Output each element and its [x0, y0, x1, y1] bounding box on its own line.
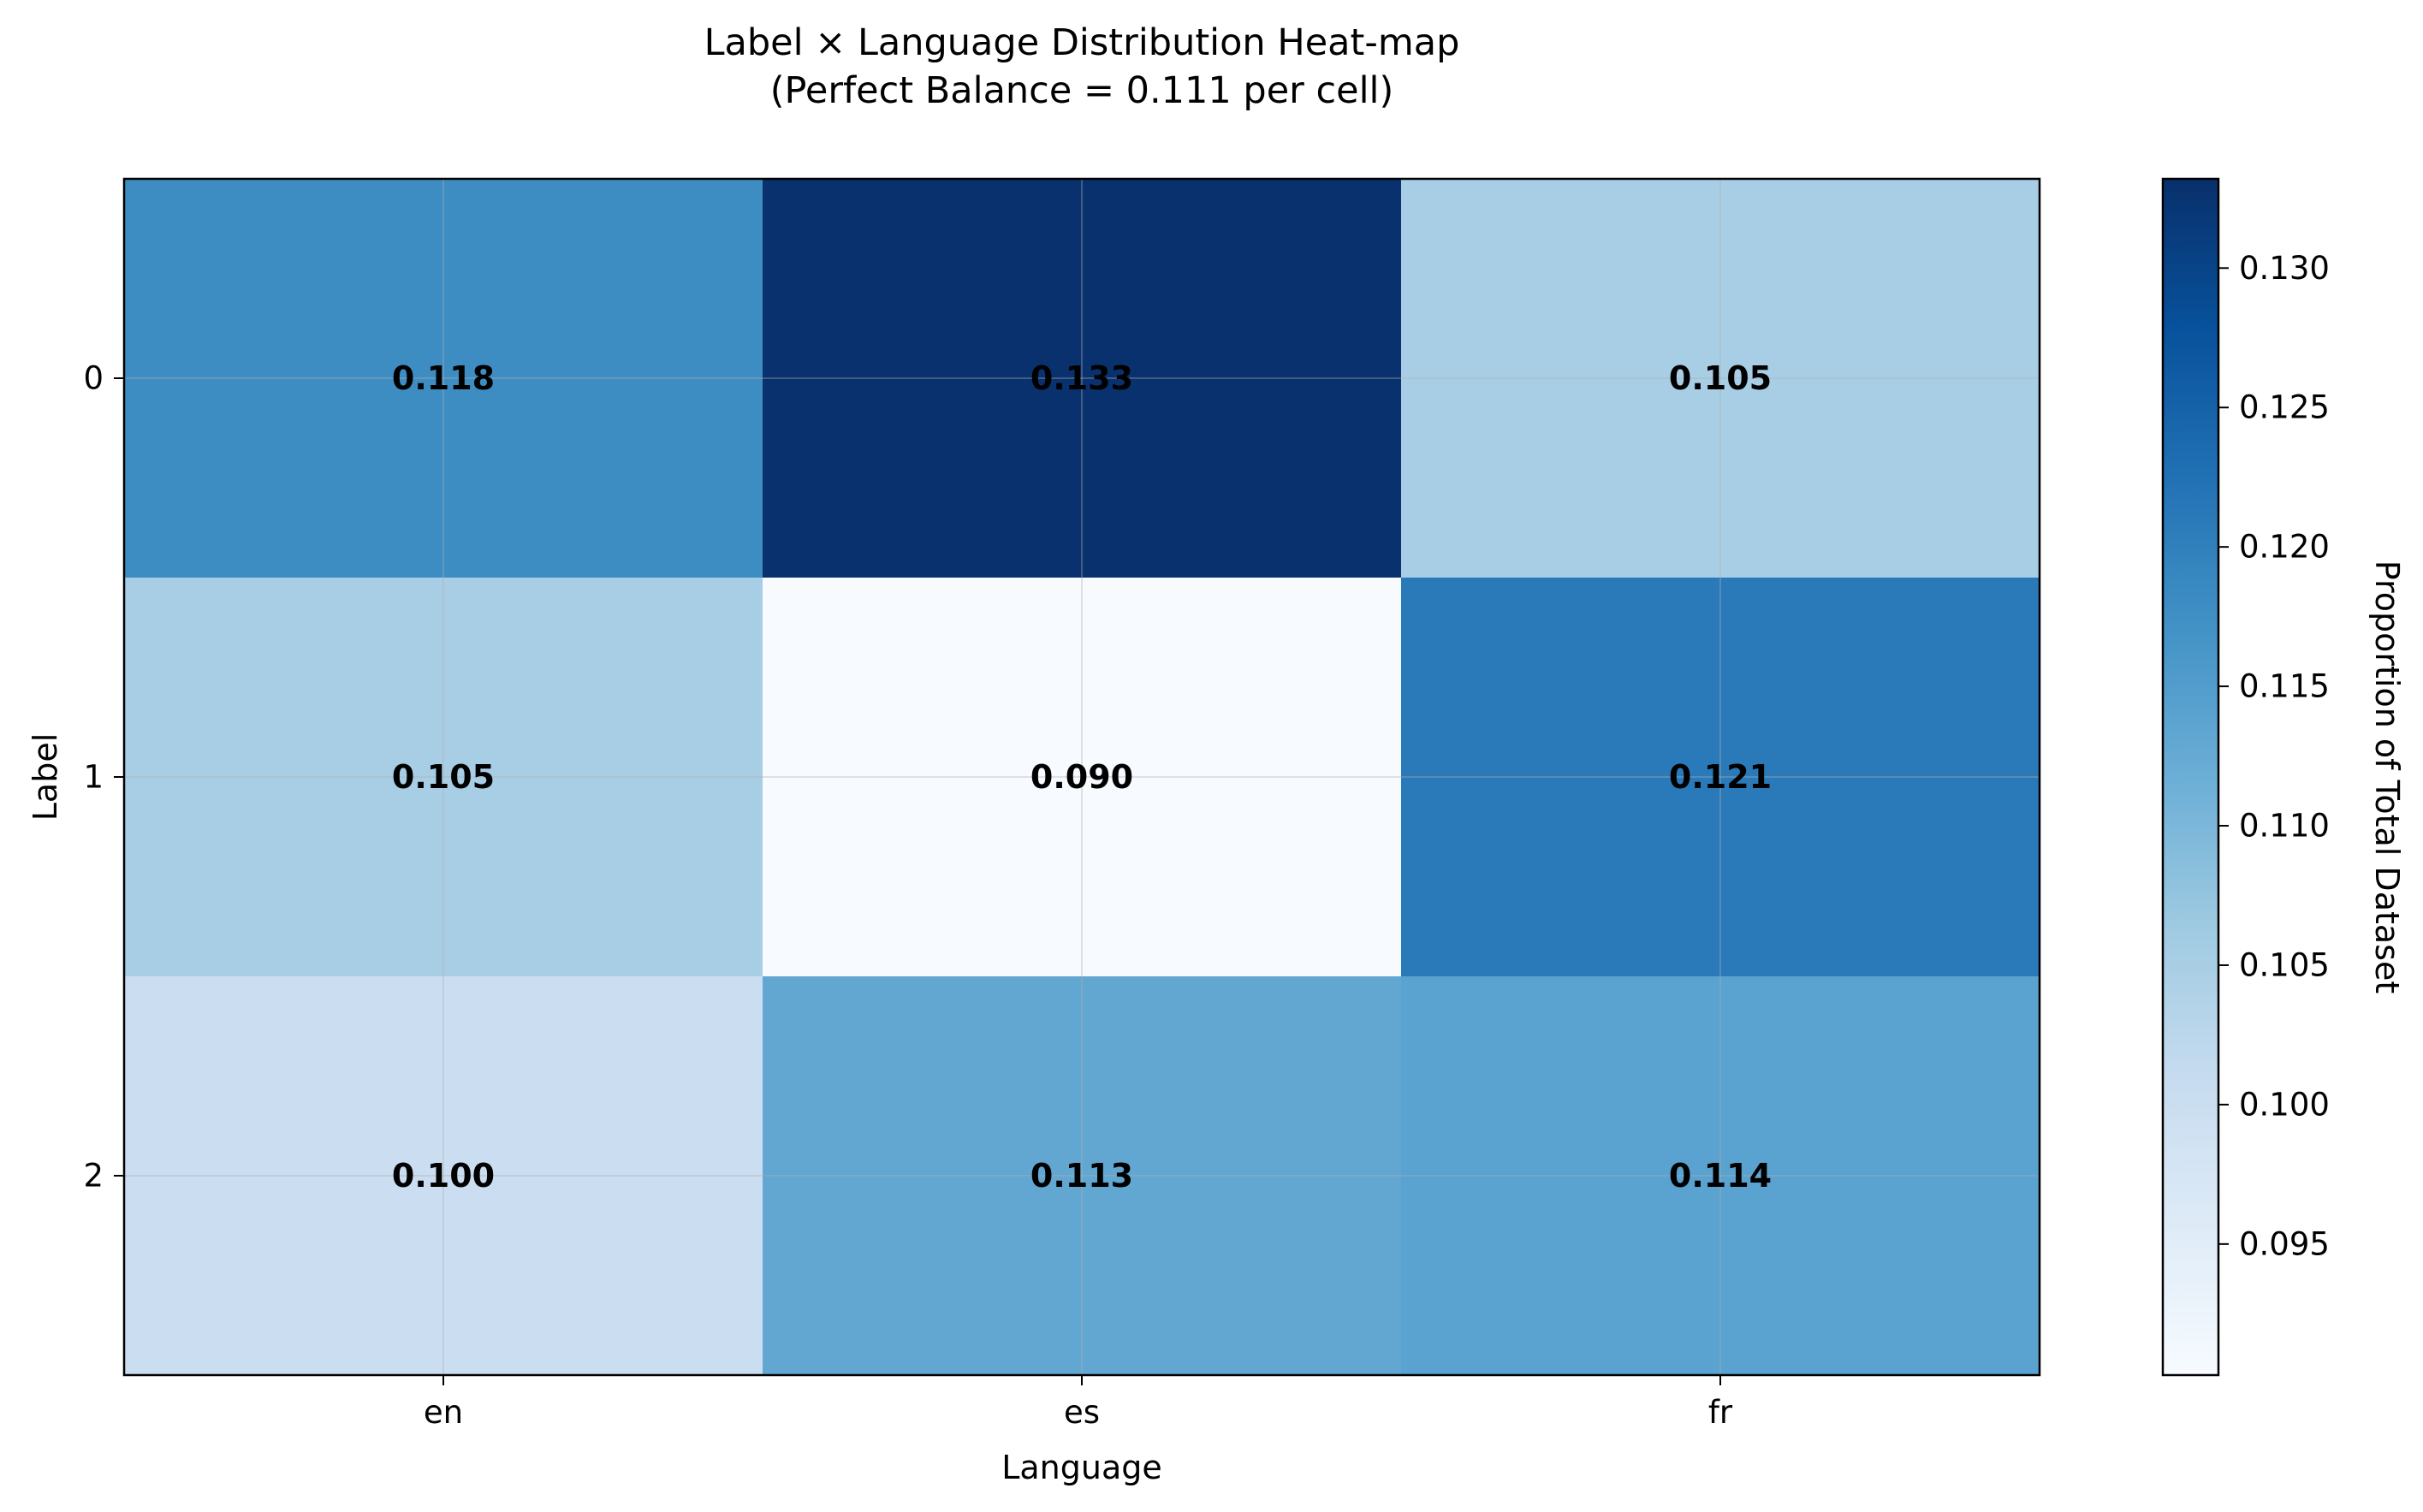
colorbar-tick-label: 0.130	[2239, 250, 2330, 287]
colorbar-label: Proportion of Total Dataset	[2368, 560, 2406, 994]
heatmap-cell	[124, 976, 763, 1376]
cell-value-labels: 0.118 0.133 0.105 0.105 0.090 0.121 0.100 0.113…	[392, 359, 1772, 1195]
cell-value-label: 0.105	[392, 758, 495, 796]
heatmap-cell	[763, 179, 1402, 578]
heatmap-cell	[1401, 179, 2040, 578]
cell-value-label: 0.121	[1669, 758, 1772, 796]
colorbar-tick-label: 0.095	[2239, 1225, 2330, 1262]
y-tick-label: 1	[83, 759, 104, 796]
heatmap-cell	[124, 578, 763, 977]
x-tick-label: en	[424, 1394, 463, 1431]
y-tick-label: 2	[83, 1158, 104, 1195]
colorbar-tick-label: 0.125	[2239, 389, 2330, 426]
x-axis-label: Language	[1001, 1449, 1162, 1486]
cell-value-label: 0.100	[392, 1157, 495, 1195]
chart-title: Label × Language Distribution Heat-map	[704, 21, 1460, 64]
cell-value-label: 0.105	[1669, 359, 1772, 397]
heatmap-cell	[1401, 976, 2040, 1376]
cell-value-label: 0.114	[1669, 1157, 1772, 1195]
colorbar-tick-label: 0.110	[2239, 808, 2330, 845]
colorbar-ticks: 0.095 0.100 0.105 0.110 0.115 0.120 0.125 0.130	[2218, 250, 2330, 1262]
cell-value-label: 0.090	[1030, 758, 1133, 796]
x-tick-label: fr	[1708, 1394, 1733, 1431]
gridlines	[124, 179, 2040, 1375]
x-axis: en es fr	[424, 1375, 1733, 1431]
colorbar-tick-label: 0.115	[2239, 668, 2330, 705]
colorbar	[2161, 177, 2220, 1377]
colorbar-tick-label: 0.120	[2239, 529, 2330, 566]
heatmap-cell	[763, 578, 1402, 977]
heatmap-cell	[1401, 578, 2040, 977]
cell-value-label: 0.133	[1030, 359, 1133, 397]
heatmap-cells	[124, 179, 2040, 1376]
chart-subtitle: (Perfect Balance = 0.111 per cell)	[770, 69, 1394, 112]
y-axis: 0 1 2	[83, 360, 124, 1195]
x-tick-label: es	[1064, 1394, 1100, 1431]
colorbar-tick-label: 0.105	[2239, 946, 2330, 983]
cell-value-label: 0.118	[392, 359, 495, 397]
heatmap-cell	[763, 976, 1402, 1376]
colorbar-tick-label: 0.100	[2239, 1086, 2330, 1123]
heatmap-cell	[124, 179, 763, 578]
y-axis-label: Label	[27, 733, 64, 821]
y-tick-label: 0	[83, 360, 104, 397]
cell-value-label: 0.113	[1030, 1157, 1133, 1195]
